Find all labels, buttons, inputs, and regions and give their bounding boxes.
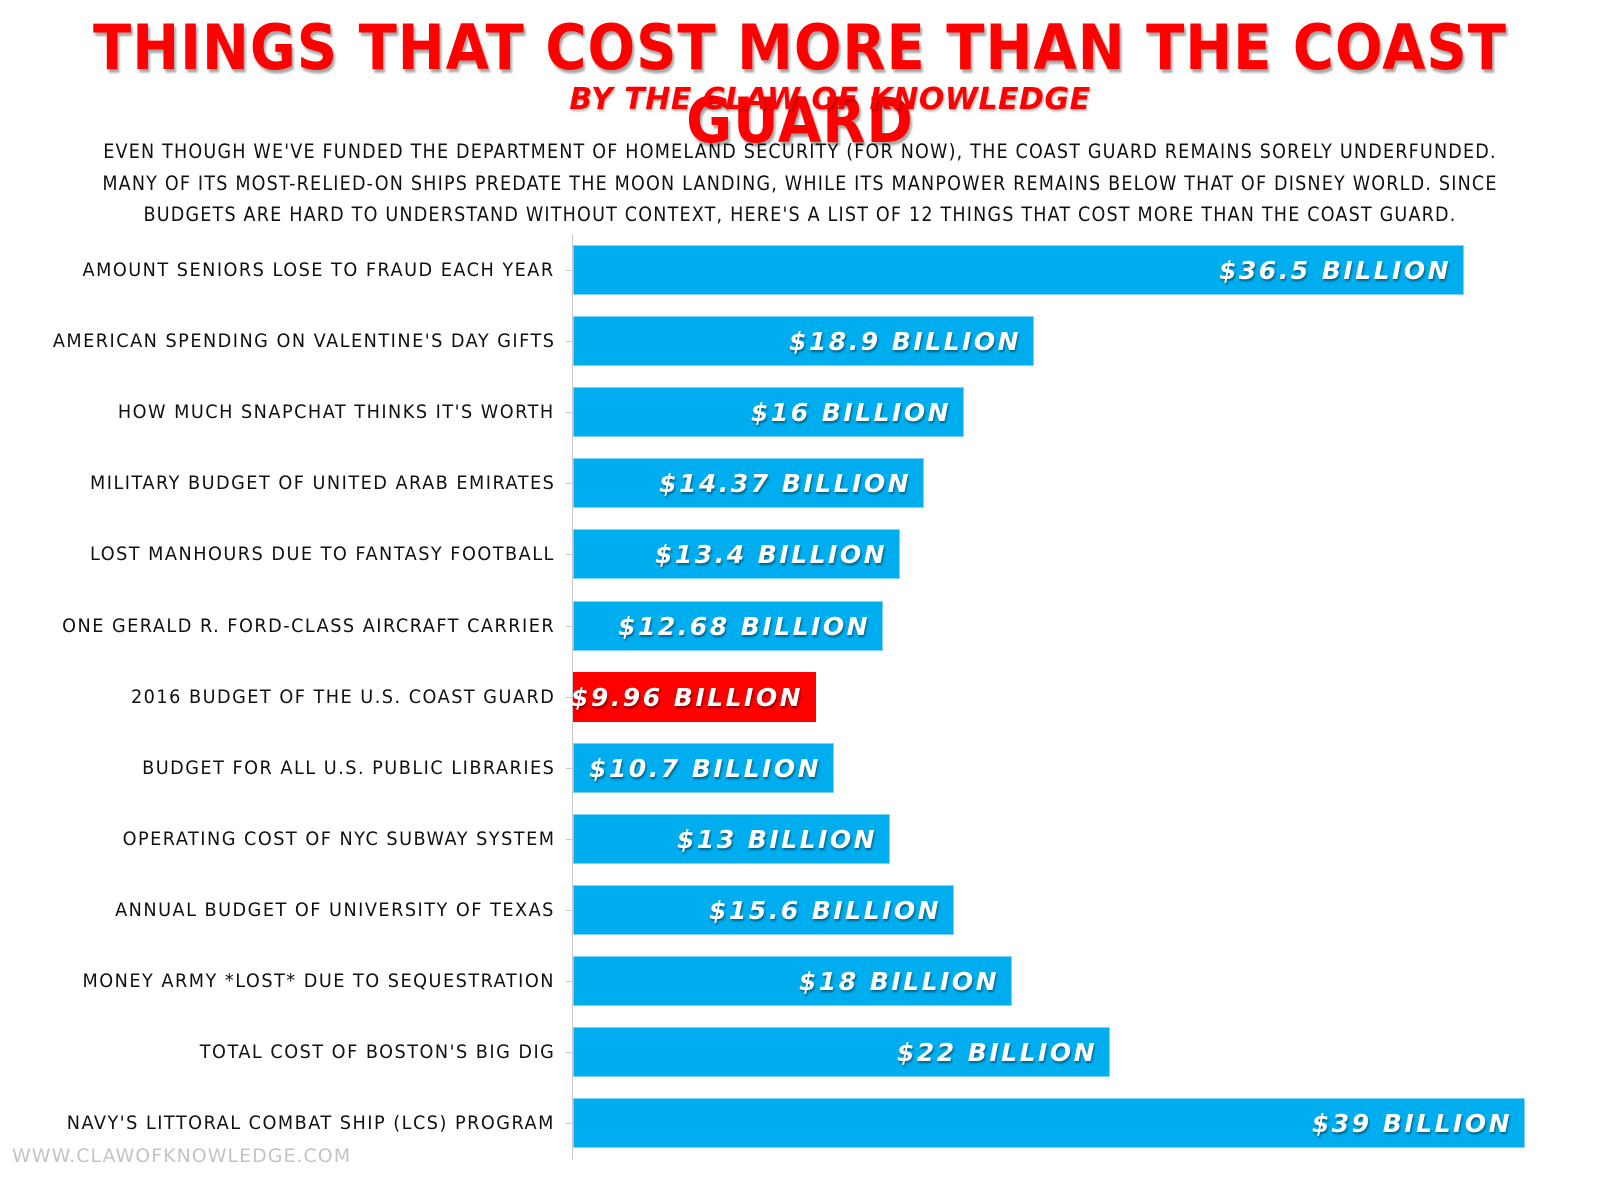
bar: $18 BILLION xyxy=(573,956,1012,1006)
bar-row: How much Snapchat thinks it's worth $16 B… xyxy=(0,387,1600,438)
bar: $12.68 BILLION xyxy=(573,600,883,651)
axis-tick xyxy=(566,341,573,343)
category-label: American spending on Valentine's Day gif… xyxy=(52,330,555,353)
bar-value-label: $16 BILLION xyxy=(750,398,951,428)
footer-url: WWW.CLAWOFKNOWLEDGE.COM xyxy=(12,1145,352,1167)
category-label: Annual budget of University of Texas xyxy=(115,898,555,921)
category-label: Lost manhours due to fantasy football xyxy=(90,543,555,566)
intro-paragraph: Even though we've funded the Department … xyxy=(30,136,1570,231)
intro-line: budgets are hard to understand without c… xyxy=(143,203,1457,226)
bar: $22 BILLION xyxy=(573,1027,1110,1078)
intro-line: Even though we've funded the Department … xyxy=(103,140,1497,163)
bar-value-label: $22 BILLION xyxy=(896,1038,1097,1068)
axis-tick xyxy=(566,483,573,485)
category-label: Operating cost of NYC subway system xyxy=(122,827,555,850)
bar-value-label: $13.4 BILLION xyxy=(655,540,887,570)
bar-value-label: $10.7 BILLION xyxy=(589,753,821,783)
axis-tick xyxy=(566,909,573,911)
category-label: Budget for all U.S. public libraries xyxy=(141,756,555,779)
axis-tick xyxy=(566,696,573,698)
bar-value-label: $13 BILLION xyxy=(676,824,877,854)
bar-row: Operating cost of NYC subway system $13 B… xyxy=(0,813,1600,864)
bar-value-label: $36.5 BILLION xyxy=(1219,256,1451,285)
category-label: Money Army *lost* due to sequestration xyxy=(82,970,555,992)
bar-row: Amount seniors lose to fraud each year $3… xyxy=(0,245,1600,295)
bar: $13.4 BILLION xyxy=(573,529,900,580)
axis-tick xyxy=(566,838,573,840)
category-label: 2016 budget of the U.S. Coast Guard xyxy=(130,685,555,708)
bar-row: Lost manhours due to fantasy football $13… xyxy=(0,529,1600,580)
axis-tick xyxy=(566,1052,573,1054)
axis-tick xyxy=(566,554,573,556)
bar: $39 BILLION xyxy=(573,1098,1525,1149)
bar-row: 2016 budget of the U.S. Coast Guard $9.96… xyxy=(0,671,1600,722)
chart-title: THINGS THAT COST MORE THAN THE COAST GUA… xyxy=(93,12,1507,158)
category-label: One Gerald R. Ford-class aircraft carrie… xyxy=(61,614,555,637)
axis-tick xyxy=(566,1123,573,1125)
category-label: Total cost of Boston's Big Dig xyxy=(199,1041,555,1064)
bar-row: Navy's Littoral Combat Ship (LCS) progra… xyxy=(0,1098,1600,1149)
chart-byline: BY THE CLAW OF KNOWLEDGE xyxy=(569,82,1091,117)
bar-value-label: $18 BILLION xyxy=(798,967,999,996)
highlighted-bar: $9.96 BILLION xyxy=(571,671,816,722)
bar-value-label: $39 BILLION xyxy=(1311,1109,1512,1139)
bar: $16 BILLION xyxy=(573,387,964,438)
axis-tick xyxy=(566,625,573,627)
category-label: Amount seniors lose to fraud each year xyxy=(82,259,555,281)
axis-tick xyxy=(566,270,573,271)
category-label: Navy's Littoral Combat Ship (LCS) progra… xyxy=(66,1112,555,1135)
bar-value-label: $12.68 BILLION xyxy=(618,611,870,641)
bar: $10.7 BILLION xyxy=(573,742,834,793)
bar-row: Total cost of Boston's Big Dig $22 BILLIO… xyxy=(0,1027,1600,1078)
bar-row: Annual budget of University of Texas $15.… xyxy=(0,884,1600,935)
bar: $14.37 BILLION xyxy=(573,458,924,509)
axis-tick xyxy=(566,767,573,769)
category-label: Military budget of United Arab Emirates xyxy=(89,472,555,495)
intro-line: Many of its most-relied-on ships predate… xyxy=(102,171,1498,195)
bar-value-label: $9.96 BILLION xyxy=(571,682,803,712)
bar-row: Money Army *lost* due to sequestration $1… xyxy=(0,956,1600,1006)
bar-row: Budget for all U.S. public libraries $10.… xyxy=(0,742,1600,793)
bar: $15.6 BILLION xyxy=(573,884,954,935)
bar: $36.5 BILLION xyxy=(573,245,1464,295)
bar-value-label: $18.9 BILLION xyxy=(789,327,1021,357)
bar-row: Military budget of United Arab Emirates $… xyxy=(0,458,1600,509)
bar-row: American spending on Valentine's Day gif… xyxy=(0,316,1600,367)
bar: $18.9 BILLION xyxy=(573,316,1034,367)
axis-tick xyxy=(566,981,573,982)
category-label: How much Snapchat thinks it's worth xyxy=(118,401,555,424)
bar-value-label: $15.6 BILLION xyxy=(709,895,941,925)
axis-tick xyxy=(566,412,573,414)
bar: $13 BILLION xyxy=(573,813,890,864)
bar-chart: Amount seniors lose to fraud each year $3… xyxy=(0,235,1600,1160)
bar-value-label: $14.37 BILLION xyxy=(659,469,911,499)
bar-row: One Gerald R. Ford-class aircraft carrie… xyxy=(0,600,1600,651)
